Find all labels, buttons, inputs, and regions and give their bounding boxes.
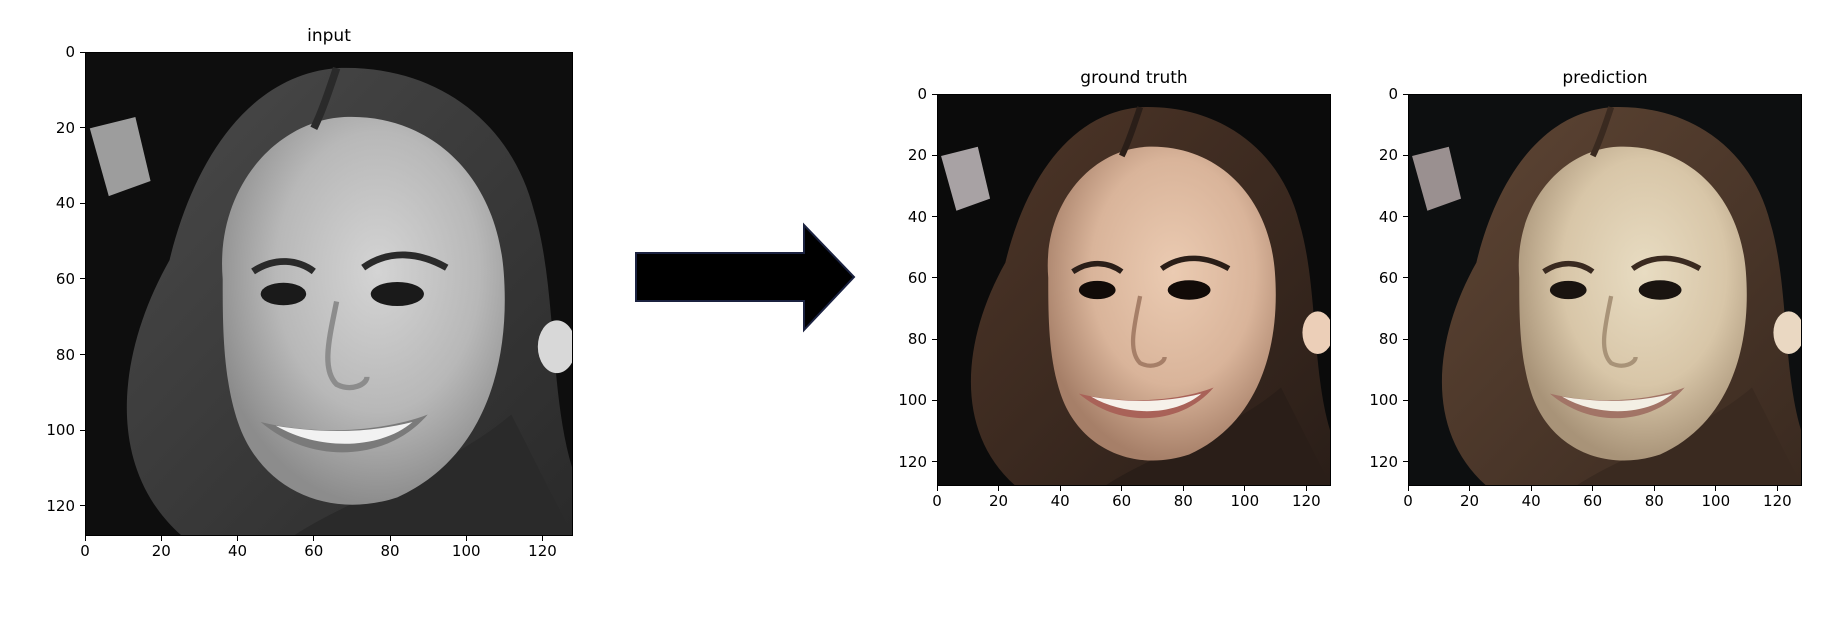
xtick-mark xyxy=(389,536,391,541)
xtick-label: 40 xyxy=(1050,492,1070,510)
xtick-mark xyxy=(1407,486,1409,491)
xtick-label: 120 xyxy=(528,542,557,560)
ytick-label: 20 xyxy=(1378,146,1398,165)
ytick-label: 40 xyxy=(55,194,75,213)
xtick-mark xyxy=(542,536,543,541)
ytick-mark xyxy=(1403,93,1408,95)
ytick-mark xyxy=(80,51,85,53)
xtick-mark xyxy=(160,536,162,541)
xtick-label: 80 xyxy=(1173,492,1193,510)
ytick-label: 60 xyxy=(55,269,75,288)
ytick-mark xyxy=(1403,277,1408,279)
xtick-mark xyxy=(1776,486,1778,491)
xtick-label: 60 xyxy=(1583,492,1603,510)
xtick-mark xyxy=(1244,486,1246,491)
face-photo-input xyxy=(86,53,572,535)
xtick-label: 20 xyxy=(989,492,1009,510)
ytick-label: 20 xyxy=(55,118,75,137)
xtick-label: 0 xyxy=(80,542,90,560)
ytick-label: 40 xyxy=(907,207,927,226)
xtick-mark xyxy=(1059,486,1061,491)
right-arrow-icon xyxy=(630,220,860,335)
ytick-label: 0 xyxy=(917,85,927,103)
ytick-label: 120 xyxy=(46,496,75,515)
image-frame-prediction xyxy=(1408,94,1802,486)
ytick-label: 20 xyxy=(907,146,927,165)
ytick-mark xyxy=(932,399,937,401)
ytick-label: 100 xyxy=(46,421,75,440)
xtick-label: 120 xyxy=(1763,492,1792,510)
ytick-mark xyxy=(1403,399,1408,401)
ytick-label: 80 xyxy=(907,330,927,348)
ytick-label: 0 xyxy=(1388,85,1398,103)
image-frame-ground-truth xyxy=(937,94,1331,486)
ytick-mark xyxy=(1403,216,1408,217)
ytick-mark xyxy=(1403,154,1408,156)
ytick-mark xyxy=(80,429,85,431)
ytick-label: 60 xyxy=(1378,268,1398,287)
ytick-label: 40 xyxy=(1378,207,1398,226)
ytick-mark xyxy=(932,93,937,95)
ytick-mark xyxy=(80,278,85,280)
xtick-label: 0 xyxy=(1403,492,1413,510)
xtick-mark xyxy=(1592,486,1594,491)
xtick-label: 80 xyxy=(380,542,400,560)
xtick-mark xyxy=(313,536,315,541)
xtick-mark xyxy=(1469,486,1471,491)
xtick-label: 100 xyxy=(1701,492,1731,510)
xtick-mark xyxy=(465,536,467,541)
ytick-mark xyxy=(932,154,937,156)
xtick-label: 120 xyxy=(1292,492,1321,510)
ytick-label: 100 xyxy=(1369,391,1398,410)
ytick-mark xyxy=(1403,338,1408,340)
xtick-label: 40 xyxy=(227,542,248,560)
ytick-mark xyxy=(80,505,85,507)
ytick-mark xyxy=(80,127,85,129)
xtick-mark xyxy=(1530,486,1532,491)
ytick-label: 120 xyxy=(1369,452,1398,471)
ytick-mark xyxy=(932,461,937,462)
ytick-mark xyxy=(932,216,937,217)
xtick-mark xyxy=(1715,486,1717,491)
ytick-label: 80 xyxy=(55,345,75,364)
xtick-mark xyxy=(1121,486,1123,491)
xtick-label: 100 xyxy=(1230,492,1260,510)
ytick-mark xyxy=(80,354,85,355)
ytick-mark xyxy=(932,338,937,340)
ytick-label: 80 xyxy=(1378,330,1398,348)
panel-title-input: input xyxy=(307,26,351,46)
image-frame-input xyxy=(85,52,573,536)
xtick-label: 0 xyxy=(932,492,942,510)
xtick-label: 20 xyxy=(151,542,171,560)
xtick-label: 100 xyxy=(451,542,481,560)
face-photo-prediction xyxy=(1409,95,1801,485)
ytick-label: 0 xyxy=(65,43,75,61)
xtick-mark xyxy=(237,536,238,541)
face-photo-ground-truth xyxy=(938,95,1330,485)
panel-title-ground-truth: ground truth xyxy=(1080,68,1188,88)
xtick-mark xyxy=(936,486,938,491)
panel-title-prediction: prediction xyxy=(1562,68,1648,88)
xtick-mark xyxy=(998,486,1000,491)
xtick-label: 60 xyxy=(1112,492,1132,510)
ytick-mark xyxy=(932,277,937,279)
ytick-mark xyxy=(1403,461,1408,462)
ytick-label: 60 xyxy=(907,268,927,287)
xtick-mark xyxy=(1653,486,1655,491)
ytick-label: 100 xyxy=(898,391,927,410)
xtick-mark xyxy=(1305,486,1307,491)
xtick-mark xyxy=(84,536,86,541)
xtick-label: 60 xyxy=(304,542,324,560)
ytick-mark xyxy=(80,202,85,204)
ytick-label: 120 xyxy=(898,452,927,471)
xtick-label: 20 xyxy=(1460,492,1480,510)
xtick-label: 80 xyxy=(1644,492,1664,510)
xtick-mark xyxy=(1182,486,1184,491)
xtick-label: 40 xyxy=(1521,492,1541,510)
